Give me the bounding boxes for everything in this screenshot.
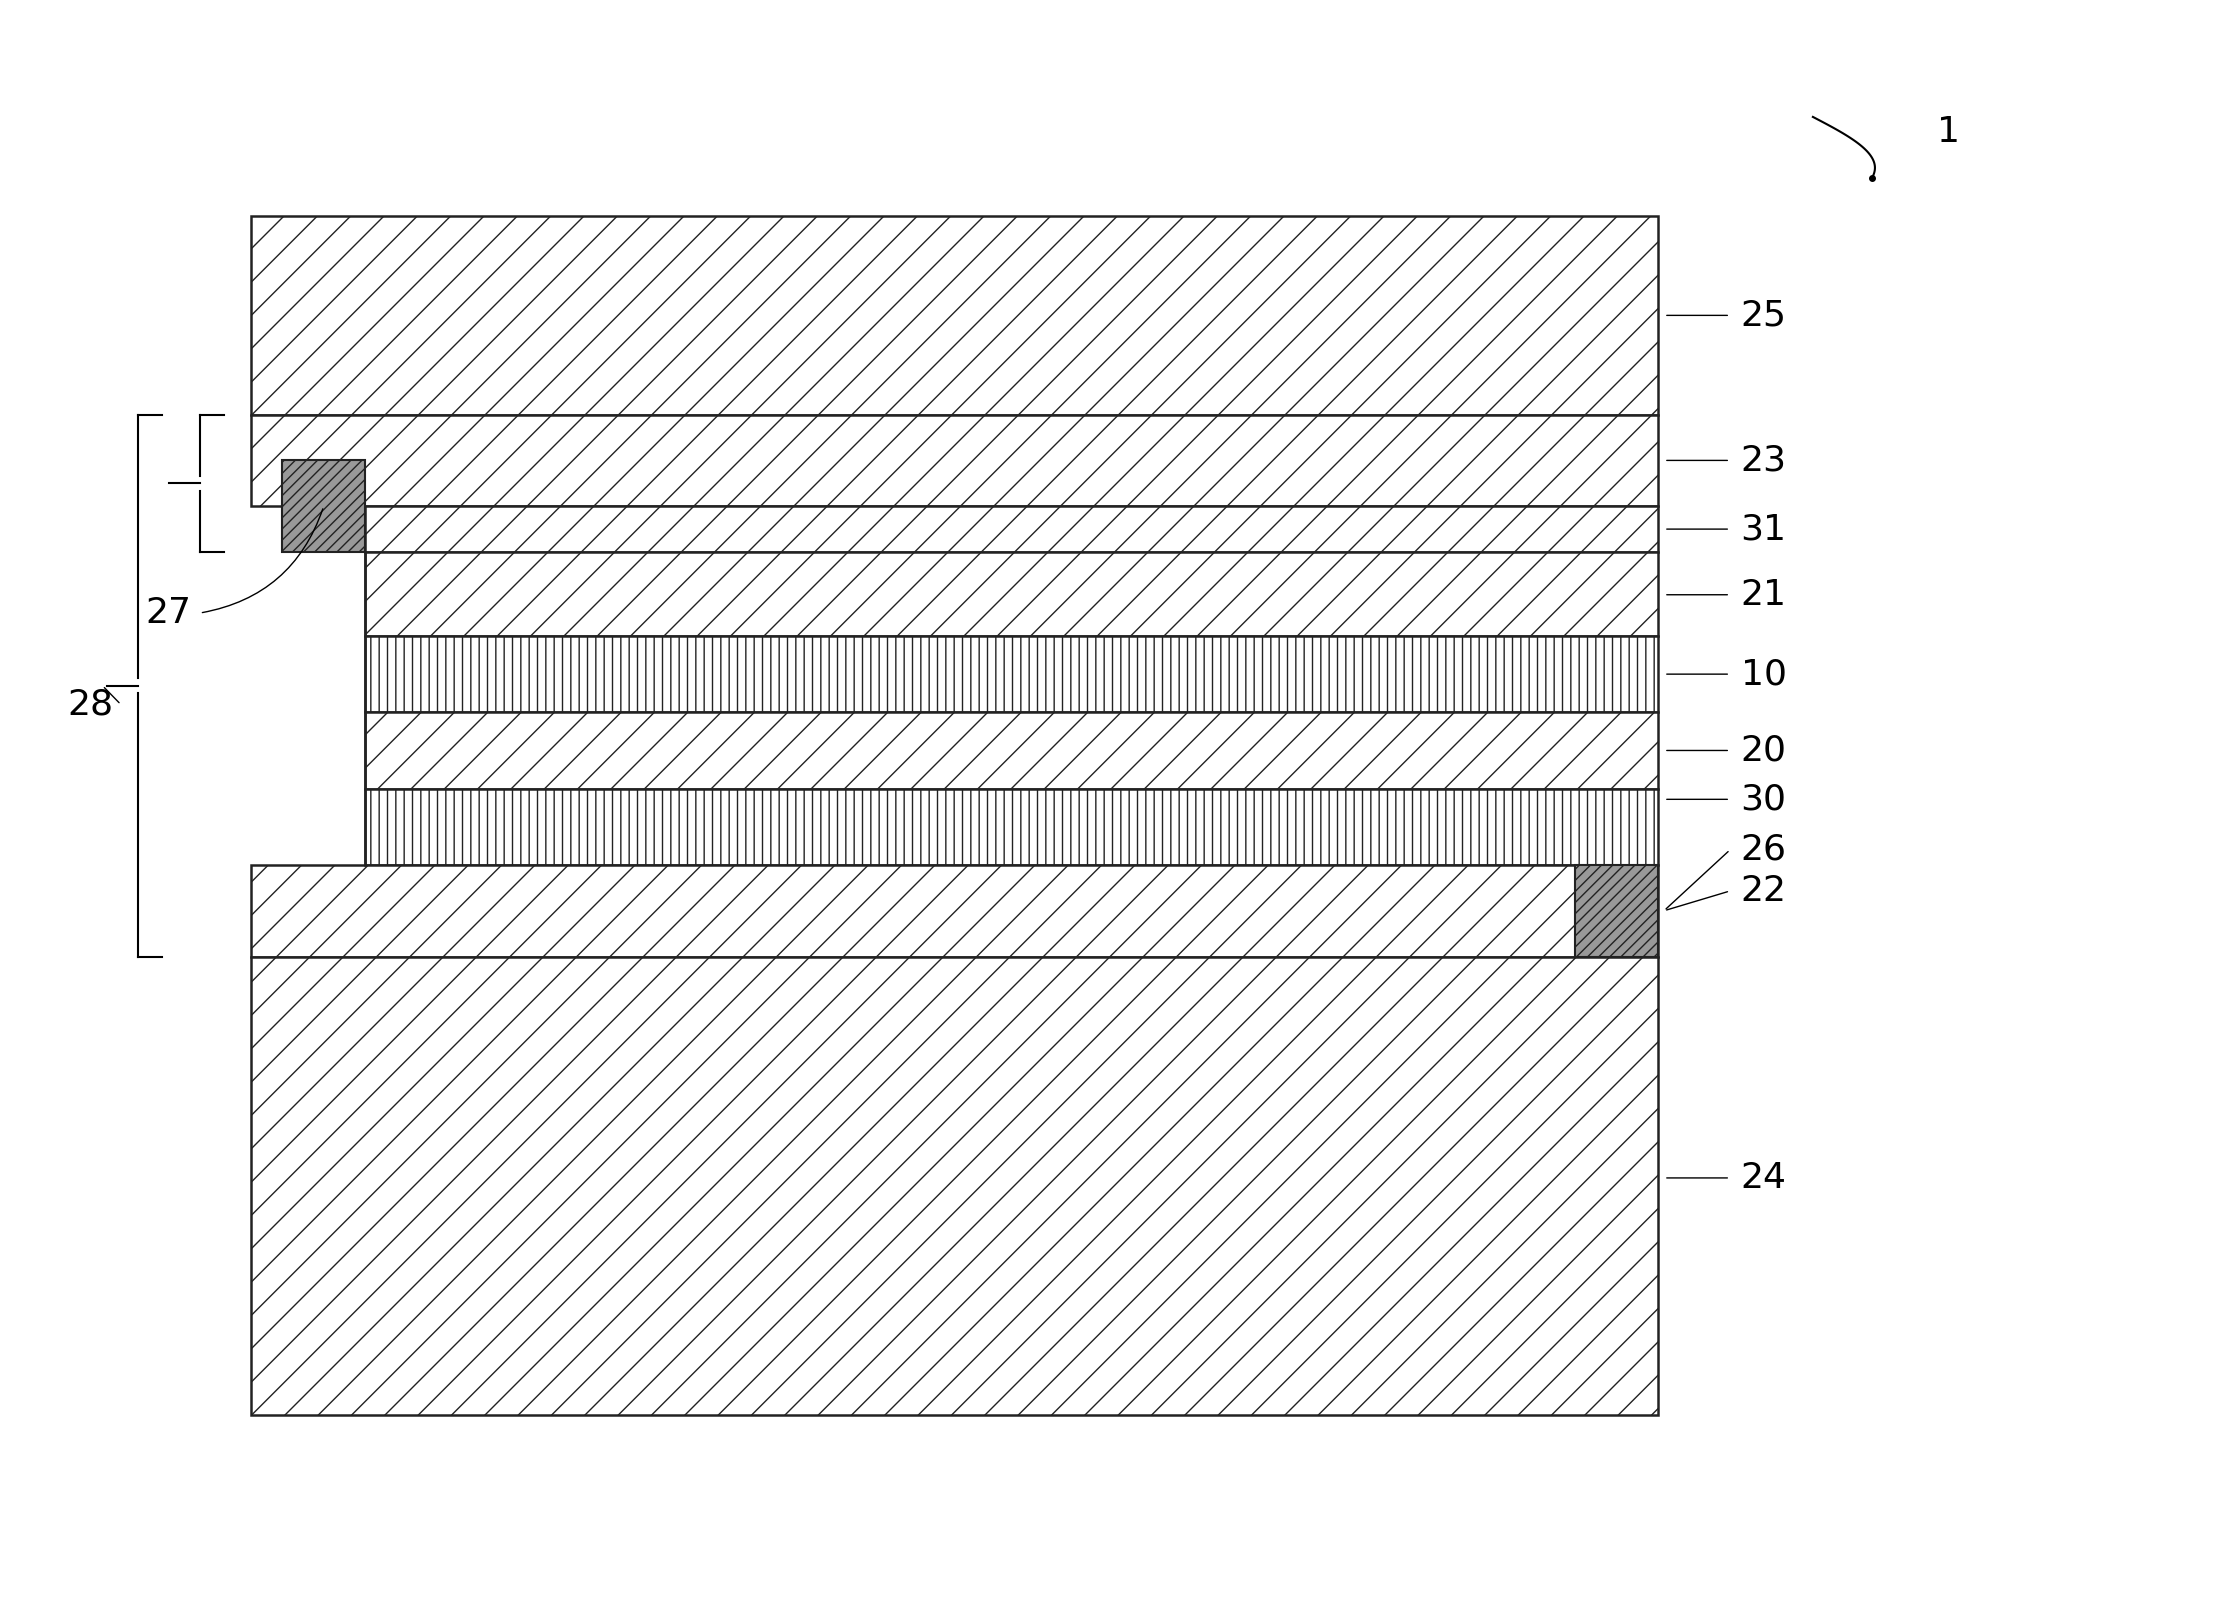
Text: 24: 24 bbox=[1741, 1160, 1786, 1196]
Text: 22: 22 bbox=[1741, 874, 1786, 908]
Bar bbox=[251, 215, 1657, 415]
Text: 20: 20 bbox=[1741, 733, 1786, 768]
Text: 21: 21 bbox=[1741, 579, 1786, 612]
Bar bbox=[251, 865, 1657, 956]
Bar bbox=[365, 636, 1657, 712]
Text: 27: 27 bbox=[145, 596, 191, 630]
Bar bbox=[365, 789, 1657, 865]
Text: 10: 10 bbox=[1741, 657, 1786, 691]
Text: 23: 23 bbox=[1741, 444, 1786, 477]
Text: 31: 31 bbox=[1741, 513, 1786, 546]
Bar bbox=[251, 956, 1657, 1414]
Bar bbox=[365, 506, 1657, 553]
Text: 1: 1 bbox=[1937, 116, 1959, 149]
Bar bbox=[365, 712, 1657, 789]
Text: 28: 28 bbox=[67, 688, 113, 722]
Text: 25: 25 bbox=[1741, 299, 1786, 333]
Text: 30: 30 bbox=[1741, 783, 1786, 816]
Bar bbox=[365, 553, 1657, 636]
Bar bbox=[1575, 865, 1657, 956]
Bar bbox=[251, 415, 1657, 506]
Text: 26: 26 bbox=[1741, 832, 1786, 866]
Bar bbox=[282, 461, 365, 553]
